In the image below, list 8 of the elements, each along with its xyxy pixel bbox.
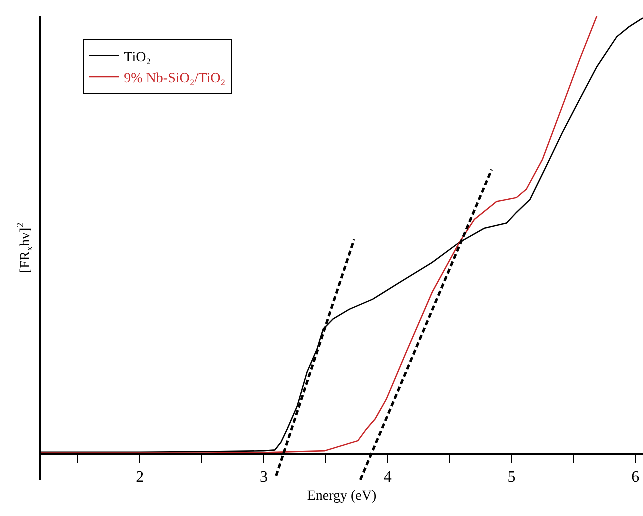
legend-label: 9% Nb-SiO₂/TiO₂ (124, 71, 226, 86)
x-axis-title: Energy (eV) (307, 488, 377, 504)
x-tick-label: 5 (508, 469, 516, 486)
x-tick-label: 4 (384, 469, 392, 486)
x-tick-label: 2 (136, 469, 144, 486)
x-tick-label: 6 (632, 469, 640, 486)
legend-label: TiO₂ (124, 50, 152, 66)
x-tick-label: 3 (260, 469, 268, 486)
